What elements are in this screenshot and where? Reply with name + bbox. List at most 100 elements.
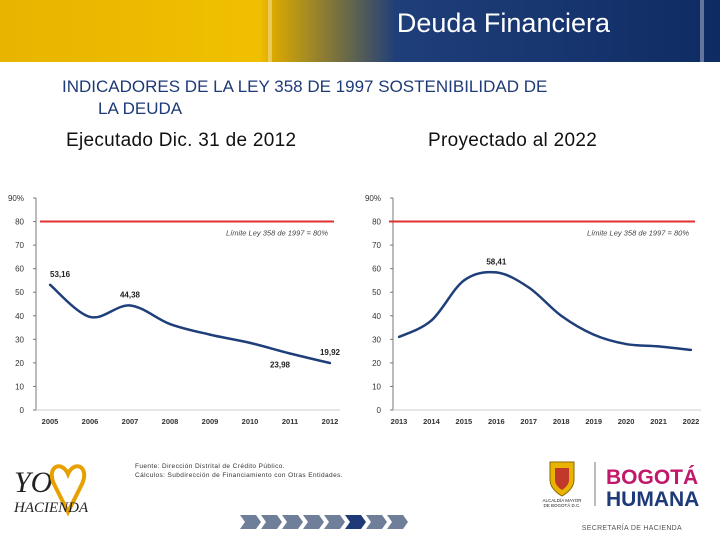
- x-tick-label: 2008: [162, 417, 179, 426]
- y-tick-label: 0: [377, 406, 382, 415]
- y-tick-label: 80: [15, 218, 24, 227]
- y-tick-label: 40: [15, 312, 24, 321]
- data-point: [88, 315, 92, 319]
- data-point: [495, 271, 498, 274]
- y-tick-label: 50: [372, 288, 381, 297]
- progress-chevron: [282, 515, 303, 529]
- data-point: [657, 345, 660, 348]
- banner-stripe: [268, 0, 272, 62]
- limit-reference-label: Límite Ley 358 de 1997 = 80%: [226, 229, 328, 238]
- header-banner: Deuda Financiera: [0, 0, 720, 62]
- data-point: [592, 333, 595, 336]
- brand-bogota-text: BOGOTÁ: [606, 466, 698, 489]
- data-label: 53,16: [50, 270, 71, 279]
- data-point: [328, 361, 332, 365]
- logo-yo-text: YO: [14, 466, 52, 499]
- x-tick-label: 2005: [42, 417, 59, 426]
- slide-progress-indicator: [240, 515, 408, 529]
- y-tick-label: 90%: [8, 194, 24, 203]
- bogota-humana-logo: BOGOTÁ HUMANA: [594, 462, 699, 511]
- logo-hacienda-text: HACIENDA: [13, 500, 89, 516]
- page-title: Deuda Financiera: [396, 8, 610, 38]
- data-point: [48, 283, 52, 286]
- data-label: 44,38: [120, 290, 141, 299]
- data-point: [397, 335, 401, 339]
- y-tick-label: 30: [372, 335, 381, 344]
- progress-chevron: [366, 515, 387, 529]
- y-tick-label: 70: [15, 241, 24, 250]
- heart-icon: [49, 464, 87, 517]
- calculation-line: Cálculos: Subdirección de Financiamiento…: [135, 472, 343, 479]
- data-point: [560, 314, 563, 317]
- data-point: [689, 348, 693, 352]
- series-line: [398, 270, 692, 352]
- data-point: [288, 352, 292, 355]
- subtitle-line-2: LA DEUDA: [98, 99, 183, 118]
- y-tick-label: 90%: [365, 194, 381, 203]
- x-tick-label: 2006: [82, 417, 99, 426]
- limit-reference-label: Límite Ley 358 de 1997 = 80%: [587, 229, 689, 238]
- data-label: 58,41: [486, 257, 507, 266]
- x-tick-label: 2015: [456, 417, 473, 426]
- series-line: [49, 283, 331, 365]
- secretaria-label: SECRETARÍA DE HACIENDA: [581, 525, 682, 532]
- chart-executed: 0 10 20 30 40 50 60 70 80 90% 2005 2006 2007 2008 2009…: [8, 194, 341, 426]
- y-tick-label: 10: [15, 382, 24, 391]
- y-tick-label: 60: [372, 265, 381, 274]
- brand-divider: [594, 462, 596, 506]
- data-point: [128, 304, 132, 307]
- x-tick-label: 2010: [242, 417, 259, 426]
- data-point: [168, 322, 172, 326]
- x-tick-label: 2011: [282, 417, 298, 426]
- y-tick-label: 50: [15, 288, 24, 297]
- progress-chevron: [240, 515, 261, 529]
- x-tick-label: 2021: [650, 417, 667, 426]
- progress-chevron: [345, 515, 366, 529]
- y-tick-label: 70: [372, 241, 381, 250]
- x-tick-label: 2020: [618, 417, 635, 426]
- data-point: [430, 319, 433, 322]
- progress-chevron: [324, 515, 345, 529]
- y-tick-label: 40: [372, 312, 381, 321]
- x-tick-label: 2009: [202, 417, 219, 426]
- data-label: 19,92: [320, 348, 341, 357]
- banner-stripe: [700, 0, 704, 62]
- brand-humana-text: HUMANA: [606, 488, 699, 511]
- subtitle-line-1: INDICADORES DE LA LEY 358 DE 1997 SOSTEN…: [62, 77, 548, 96]
- data-point: [624, 342, 628, 346]
- y-tick-label: 30: [15, 335, 24, 344]
- y-tick-label: 20: [372, 359, 381, 368]
- x-tick-label: 2019: [585, 417, 602, 426]
- source-note: Fuente: Dirección Distrital de Crédito P…: [135, 462, 343, 480]
- crest-caption-1: ALCALDÍA MAYOR: [543, 497, 583, 503]
- x-tick-label: 2018: [553, 417, 570, 426]
- progress-chevron: [303, 515, 324, 529]
- left-panel-label: Ejecutado Dic. 31 de 2012: [66, 130, 297, 151]
- yo-hacienda-logo: YO HACIENDA: [13, 464, 89, 517]
- data-point: [462, 279, 466, 282]
- x-tick-label: 2012: [322, 417, 339, 426]
- y-tick-label: 60: [15, 265, 24, 274]
- x-tick-label: 2007: [122, 417, 139, 426]
- slide-subtitle: INDICADORES DE LA LEY 358 DE 1997 SOSTEN…: [62, 76, 642, 120]
- y-tick-label: 80: [372, 218, 381, 227]
- x-tick-label: 2017: [520, 417, 537, 426]
- data-label: 23,98: [270, 361, 291, 370]
- source-line: Fuente: Dirección Distrital de Crédito P…: [135, 463, 285, 470]
- crest-caption-2: DE BOGOTÁ D.C.: [543, 502, 580, 508]
- data-point: [208, 333, 212, 336]
- shield-inner-icon: [555, 468, 569, 490]
- right-panel-label: Proyectado al 2022: [428, 130, 598, 151]
- x-tick-label: 2013: [391, 417, 408, 426]
- progress-chevron: [261, 515, 282, 529]
- progress-chevron: [387, 515, 408, 529]
- y-tick-label: 20: [15, 359, 24, 368]
- chart-projected: 0 10 20 30 40 50 60 70 80 90% 2013 2014 2015 2016 2017…: [365, 194, 701, 426]
- x-tick-label: 2016: [488, 417, 505, 426]
- x-tick-label: 2022: [683, 417, 700, 426]
- data-point: [527, 286, 530, 289]
- data-point: [248, 341, 252, 345]
- y-tick-label: 10: [372, 382, 381, 391]
- x-tick-label: 2014: [423, 417, 441, 426]
- alcaldia-crest: ALCALDÍA MAYOR DE BOGOTÁ D.C.: [543, 461, 583, 508]
